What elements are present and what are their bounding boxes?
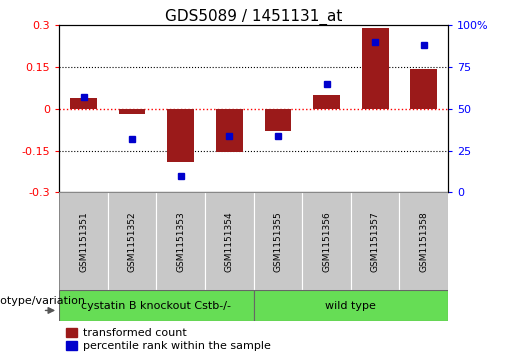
Bar [351, 192, 400, 290]
Bar [253, 290, 448, 321]
Text: GSM1151352: GSM1151352 [128, 211, 136, 272]
Bar [410, 69, 437, 109]
Bar [313, 95, 340, 109]
Text: GSM1151357: GSM1151357 [371, 211, 380, 272]
Text: GSM1151355: GSM1151355 [273, 211, 282, 272]
Bar [265, 109, 291, 131]
Legend: transformed count, percentile rank within the sample: transformed count, percentile rank withi… [65, 327, 271, 352]
Bar [253, 192, 302, 290]
Text: cystatin B knockout Cstb-/-: cystatin B knockout Cstb-/- [81, 301, 231, 311]
Text: GSM1151353: GSM1151353 [176, 211, 185, 272]
Bar [70, 98, 97, 109]
Bar [302, 192, 351, 290]
Title: GDS5089 / 1451131_at: GDS5089 / 1451131_at [165, 9, 342, 25]
Bar [59, 290, 253, 321]
Bar [119, 109, 146, 114]
Bar [205, 192, 253, 290]
Bar [362, 28, 388, 109]
Text: GSM1151358: GSM1151358 [419, 211, 428, 272]
Text: GSM1151356: GSM1151356 [322, 211, 331, 272]
Text: genotype/variation: genotype/variation [0, 296, 85, 306]
Text: GSM1151351: GSM1151351 [79, 211, 88, 272]
Bar [216, 109, 243, 152]
Text: GSM1151354: GSM1151354 [225, 211, 234, 272]
Bar [400, 192, 448, 290]
Bar [157, 192, 205, 290]
Bar [59, 192, 108, 290]
Bar [108, 192, 157, 290]
Text: wild type: wild type [325, 301, 376, 311]
Bar [167, 109, 194, 162]
